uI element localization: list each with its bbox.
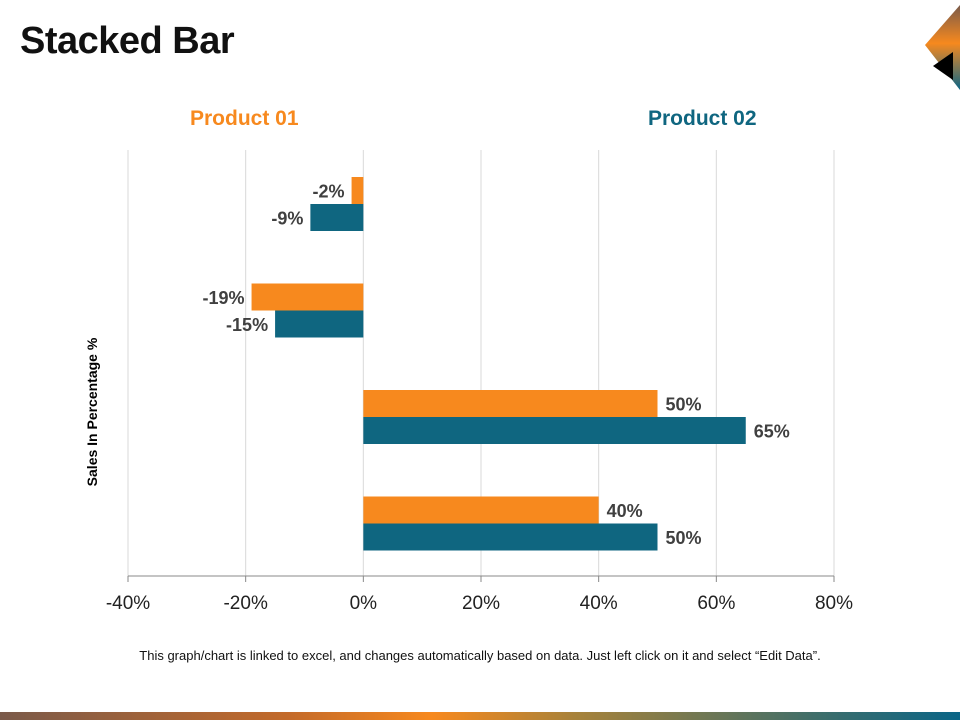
data-label: 40% [607,501,643,521]
data-label: -2% [313,182,345,202]
data-label: -15% [226,315,268,335]
bar-product02 [275,310,364,338]
data-label: 50% [666,395,702,415]
legend-product01: Product 01 [190,107,299,130]
data-label: -9% [271,209,303,229]
bar-product02 [310,204,364,231]
bar-product01 [363,390,658,417]
legend-product02: Product 02 [648,107,757,130]
footnote: This graph/chart is linked to excel, and… [139,648,821,663]
bar-product01 [363,496,599,524]
data-label: 50% [666,528,702,548]
x-tick-label: -20% [223,593,267,614]
x-tick-label: 40% [580,593,618,614]
data-label: -19% [203,288,245,308]
bar-product02 [363,417,746,444]
x-tick-label: 20% [462,593,500,614]
bar-product02 [363,523,658,551]
bottom-bar [0,712,960,720]
x-tick-label: 0% [350,593,378,614]
x-tick-label: -40% [106,593,150,614]
x-tick-label: 80% [815,593,853,614]
x-tick-label: 60% [697,593,735,614]
page-title: Stacked Bar [20,20,235,62]
corner-decoration [925,5,960,90]
bar-product01 [251,283,364,311]
data-label: 65% [754,422,790,442]
bar-product01 [351,177,364,204]
back-arrow-icon [933,52,953,80]
bar-chart: -40% -20% 0% 20% 40% 60% 80% -2% -19% 50% 40% -9% -1… [106,150,853,614]
